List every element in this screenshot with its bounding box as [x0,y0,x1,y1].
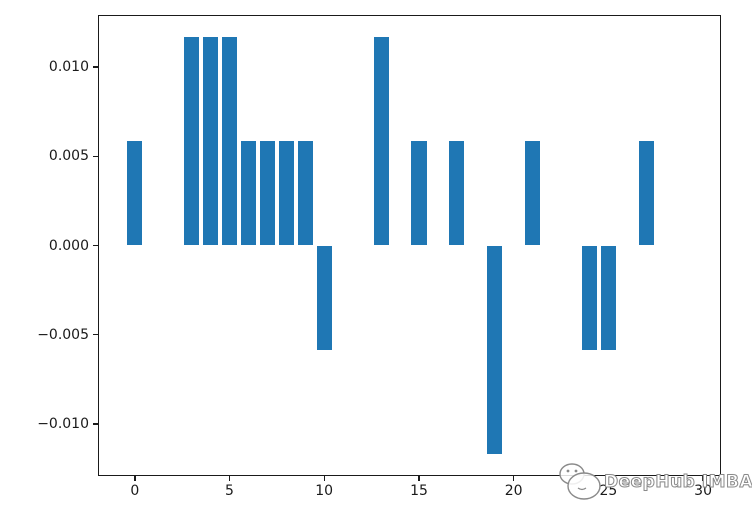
bar [411,141,427,246]
bar [278,141,294,246]
x-axis-tick [512,475,515,481]
bar [600,245,616,350]
y-tick-label: 0.000 [48,237,89,254]
bar [487,245,503,455]
x-tick-label: 15 [410,483,428,499]
x-tick-label: 20 [504,483,523,499]
bar [525,141,541,246]
y-axis-tick [92,66,99,68]
y-tick-label: −0.005 [37,326,89,343]
bar [449,141,465,246]
bar [259,141,275,246]
bar [638,141,654,246]
bar [297,141,313,246]
x-axis-tick [134,475,136,481]
x-axis-tick [418,475,420,481]
x-axis-tick [228,475,231,481]
x-tick-label: 0 [130,483,140,499]
x-axis-tick [702,475,704,481]
y-tick-label: 0.005 [48,148,89,165]
bar [221,36,238,246]
x-axis-tick [323,475,325,481]
x-tick-label: 25 [599,483,618,499]
bar [184,36,200,246]
y-tick-label: 0.010 [48,59,89,76]
x-tick-label: 10 [315,483,334,499]
plot-area [98,15,721,476]
x-tick-label: 5 [225,483,234,499]
y-axis-tick [92,333,99,336]
bar [127,141,143,246]
x-axis-tick [607,475,610,481]
bar [240,141,257,246]
y-tick-label: −0.010 [37,415,89,432]
bar [316,245,332,350]
bar [203,36,219,246]
bar [581,245,598,350]
x-tick-label: 30 [694,483,712,499]
y-axis-tick [92,423,99,425]
y-axis-tick [92,244,99,247]
y-axis-tick [92,155,99,158]
bar [373,36,389,246]
